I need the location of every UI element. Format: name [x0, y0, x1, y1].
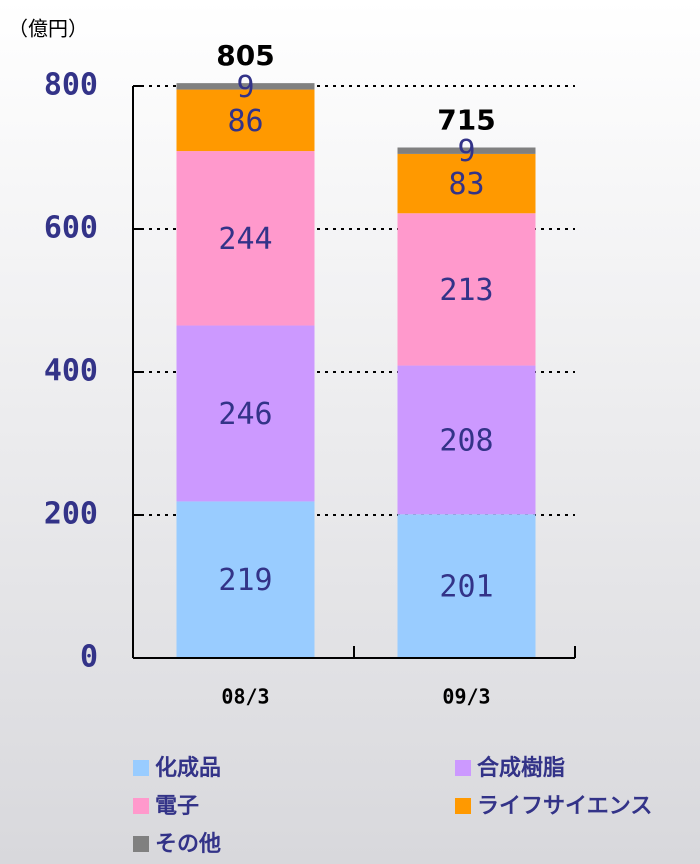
legend-label: 合成樹脂	[477, 755, 565, 781]
bar-segment	[397, 153, 536, 214]
legend-swatch	[455, 798, 471, 814]
data-label: 83	[448, 167, 484, 202]
y-axis-label: （億円）	[8, 17, 88, 41]
y-tick-label: 800	[44, 68, 98, 103]
data-label: 86	[227, 104, 263, 139]
total-label: 805	[216, 39, 274, 72]
data-label: 9	[457, 134, 475, 169]
x-tick-label: 09/3	[442, 685, 490, 709]
legend-label: 化成品	[155, 755, 221, 781]
legend-swatch	[455, 760, 471, 776]
bar-segment	[397, 147, 536, 154]
data-label: 219	[218, 563, 272, 598]
bar-segment	[176, 325, 315, 502]
bar-segment	[176, 151, 315, 326]
data-label: 201	[439, 570, 493, 605]
data-label: 244	[218, 222, 272, 257]
bar-segment	[176, 89, 315, 152]
bar-segment	[397, 213, 536, 366]
bar-segment	[397, 365, 536, 515]
bar-segment	[176, 83, 315, 90]
data-label: 9	[236, 70, 254, 105]
y-tick-label: 0	[80, 640, 98, 675]
legend-swatch	[133, 836, 149, 852]
bar-segment	[176, 501, 315, 658]
y-tick-label: 400	[44, 354, 98, 389]
total-label: 715	[437, 103, 495, 136]
y-tick-label: 200	[44, 497, 98, 532]
data-label: 213	[439, 273, 493, 308]
y-tick-label: 600	[44, 211, 98, 246]
legend-label: その他	[155, 832, 221, 857]
legend-swatch	[133, 798, 149, 814]
legend-label: 電子	[155, 794, 199, 819]
data-label: 208	[439, 423, 493, 458]
legend-swatch	[133, 760, 149, 776]
bar-segment	[397, 514, 536, 658]
legend-label: ライフサイエンス	[477, 794, 652, 819]
x-tick-label: 08/3	[221, 685, 269, 709]
data-label: 246	[218, 397, 272, 432]
